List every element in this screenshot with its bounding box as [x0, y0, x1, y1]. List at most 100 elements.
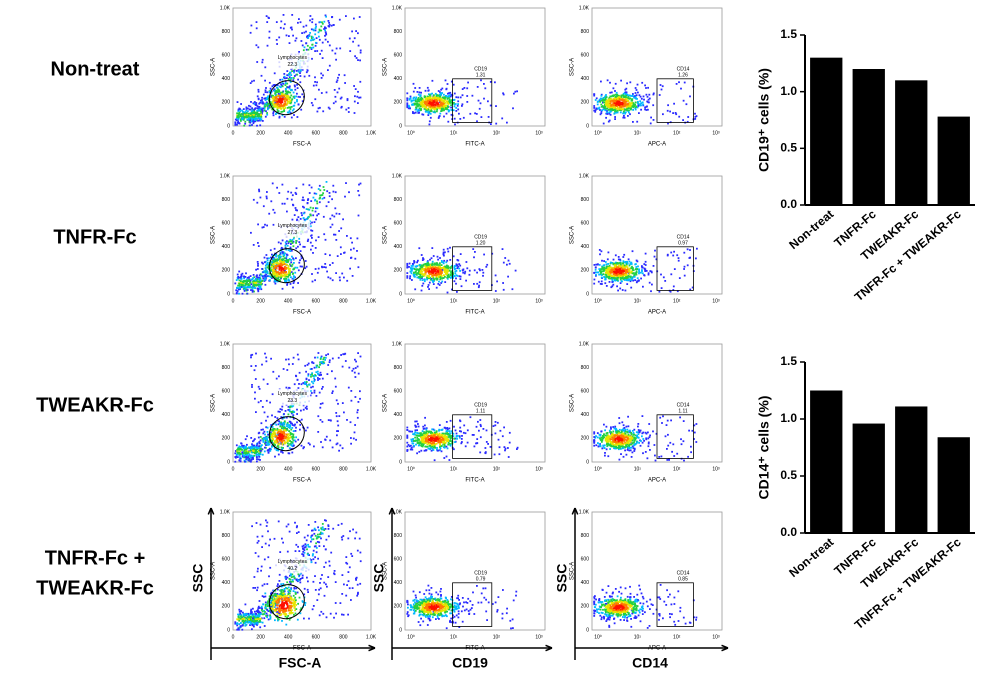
event-dot	[273, 72, 276, 75]
event-dot	[421, 279, 424, 281]
event-dot	[438, 99, 441, 102]
gate-value: 27.3	[287, 230, 297, 236]
event-dot	[426, 260, 429, 262]
event-dot	[284, 266, 286, 269]
event-dot	[439, 272, 441, 275]
event-dot	[242, 287, 245, 290]
event-dot	[284, 92, 287, 95]
event-dot	[437, 104, 439, 107]
event-dot	[280, 246, 283, 249]
event-dot	[252, 274, 255, 276]
event-dot	[600, 103, 603, 106]
x-tick-label: 10³	[535, 298, 543, 304]
event-dot	[440, 103, 443, 105]
event-dot	[307, 199, 309, 201]
event-dot	[279, 267, 281, 270]
event-dot	[635, 89, 638, 91]
event-dot	[281, 287, 284, 290]
event-dot	[309, 394, 312, 397]
event-dot	[252, 440, 254, 443]
event-dot	[420, 99, 423, 101]
event-dot	[342, 218, 344, 221]
event-dot	[635, 281, 638, 284]
event-dot	[613, 103, 616, 106]
event-dot	[309, 206, 312, 209]
event-dot	[267, 103, 270, 105]
event-dot	[422, 99, 425, 102]
event-dot	[481, 269, 484, 271]
event-dot	[281, 239, 284, 242]
event-dot	[593, 94, 596, 97]
event-dot	[616, 109, 619, 112]
event-dot	[599, 101, 602, 103]
event-dot	[291, 411, 294, 413]
event-dot	[291, 263, 294, 266]
event-dot	[449, 91, 452, 94]
event-dot	[284, 442, 286, 445]
event-dot	[480, 79, 482, 82]
event-dot	[620, 275, 622, 278]
event-dot	[358, 194, 361, 197]
event-dot	[623, 270, 625, 273]
event-dot	[618, 101, 621, 104]
event-dot	[601, 98, 604, 101]
event-dot	[276, 94, 279, 97]
event-dot	[273, 88, 276, 91]
event-dot	[247, 118, 250, 121]
event-dot	[326, 373, 329, 375]
event-dot	[320, 356, 322, 359]
event-dot	[621, 276, 624, 279]
event-dot	[476, 86, 479, 88]
event-dot	[313, 389, 316, 392]
event-dot	[426, 95, 429, 98]
event-dot	[256, 268, 259, 270]
event-dot	[514, 90, 517, 93]
event-dot	[608, 101, 611, 103]
event-dot	[307, 373, 310, 376]
event-dot	[438, 269, 441, 271]
event-dot	[610, 91, 613, 94]
event-dot	[611, 281, 614, 283]
event-dot	[260, 116, 263, 118]
event-dot	[281, 91, 284, 94]
event-dot	[266, 272, 269, 275]
event-dot	[447, 95, 450, 97]
event-dot	[599, 109, 601, 111]
event-dot	[236, 287, 238, 289]
event-dot	[264, 441, 267, 444]
event-dot	[622, 261, 625, 263]
event-dot	[632, 104, 635, 107]
event-dot	[318, 374, 321, 377]
event-dot	[282, 255, 285, 258]
event-dot	[605, 96, 608, 98]
event-dot	[625, 94, 628, 97]
event-dot	[263, 256, 266, 259]
event-dot	[628, 111, 630, 114]
event-dot	[254, 113, 257, 115]
event-dot	[294, 39, 297, 42]
event-dot	[445, 105, 447, 107]
event-dot	[267, 449, 270, 451]
event-dot	[606, 111, 609, 114]
event-dot	[296, 379, 299, 381]
event-dot	[278, 258, 281, 260]
event-dot	[429, 99, 432, 101]
event-dot	[413, 112, 415, 115]
event-dot	[260, 400, 262, 402]
event-dot	[288, 85, 291, 88]
x-tick-label: 200	[256, 298, 265, 304]
event-dot	[600, 80, 602, 83]
event-dot	[438, 280, 440, 283]
event-dot	[611, 275, 614, 277]
event-dot	[310, 214, 312, 217]
event-dot	[630, 277, 633, 279]
event-dot	[610, 104, 612, 107]
event-dot	[458, 275, 461, 278]
event-dot	[337, 430, 339, 432]
event-dot	[598, 249, 601, 251]
event-dot	[603, 276, 606, 279]
event-dot	[251, 112, 253, 115]
event-dot	[240, 448, 243, 451]
event-dot	[603, 107, 606, 109]
event-dot	[253, 290, 255, 293]
